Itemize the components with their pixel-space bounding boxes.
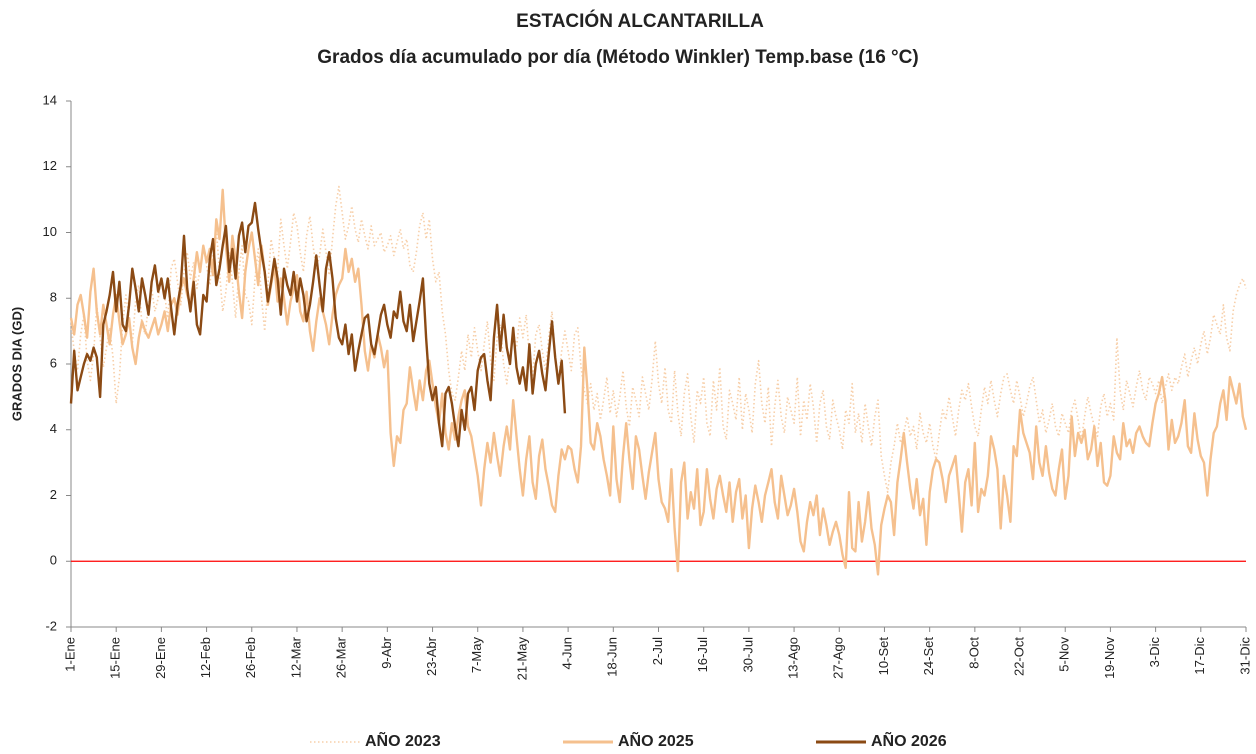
x-tick-label: 24-Set [921, 637, 936, 676]
legend-label: AÑO 2026 [871, 730, 947, 750]
x-tick-label: 19-Nov [1102, 637, 1117, 679]
chart-subtitle: Grados día acumulado por día (Método Win… [317, 47, 918, 68]
x-tick-label: 31-Dic [1237, 637, 1252, 675]
x-tick-label: 5-Nov [1057, 637, 1072, 672]
y-tick-label: 6 [50, 355, 57, 370]
x-tick-label: 1-Ene [62, 637, 77, 672]
x-tick-label: 21-May [514, 637, 529, 681]
y-tick-label: 14 [43, 92, 57, 107]
x-tick-label: 12-Feb [198, 637, 213, 678]
x-tick-label: 2-Jul [650, 637, 665, 665]
x-tick-label: 15-Ene [108, 637, 123, 679]
x-tick-label: 18-Jun [605, 637, 620, 677]
x-tick-label: 22-Oct [1011, 637, 1026, 676]
legend-label: AÑO 2025 [618, 730, 694, 750]
x-tick-label: 27-Ago [831, 637, 846, 679]
y-tick-label: 2 [50, 487, 57, 502]
x-tick-label: 7-May [469, 637, 484, 674]
series-line [69, 201, 567, 448]
x-tick-label: 13-Ago [786, 637, 801, 679]
x-tick-label: 3-Dic [1147, 637, 1162, 668]
x-tick-label: 26-Mar [334, 636, 349, 678]
x-tick-label: 17-Dic [1192, 637, 1207, 675]
y-tick-label: -2 [45, 618, 57, 633]
x-tick-label: 29-Ene [153, 637, 168, 679]
x-tick-label: 23-Abr [424, 636, 439, 676]
x-tick-label: 16-Jul [695, 637, 710, 673]
x-tick-label: 26-Feb [243, 637, 258, 678]
x-tick-label: 12-Mar [288, 636, 303, 678]
x-tick-label: 8-Oct [966, 637, 981, 669]
x-tick-label: 10-Set [876, 637, 891, 676]
chart-title: ESTACIÓN ALCANTARILLA [516, 10, 764, 32]
y-tick-label: 12 [43, 158, 57, 173]
x-tick-label: 30-Jul [740, 637, 755, 673]
y-tick-label: 0 [50, 553, 57, 568]
y-axis-label: GRADOS DIA (GD) [9, 307, 24, 421]
y-tick-label: 8 [50, 290, 57, 305]
legend-label: AÑO 2023 [365, 730, 441, 750]
y-tick-label: 10 [43, 224, 57, 239]
x-tick-label: 9-Abr [379, 636, 394, 668]
y-tick-label: 4 [50, 421, 57, 436]
x-tick-label: 4-Jun [560, 637, 575, 670]
